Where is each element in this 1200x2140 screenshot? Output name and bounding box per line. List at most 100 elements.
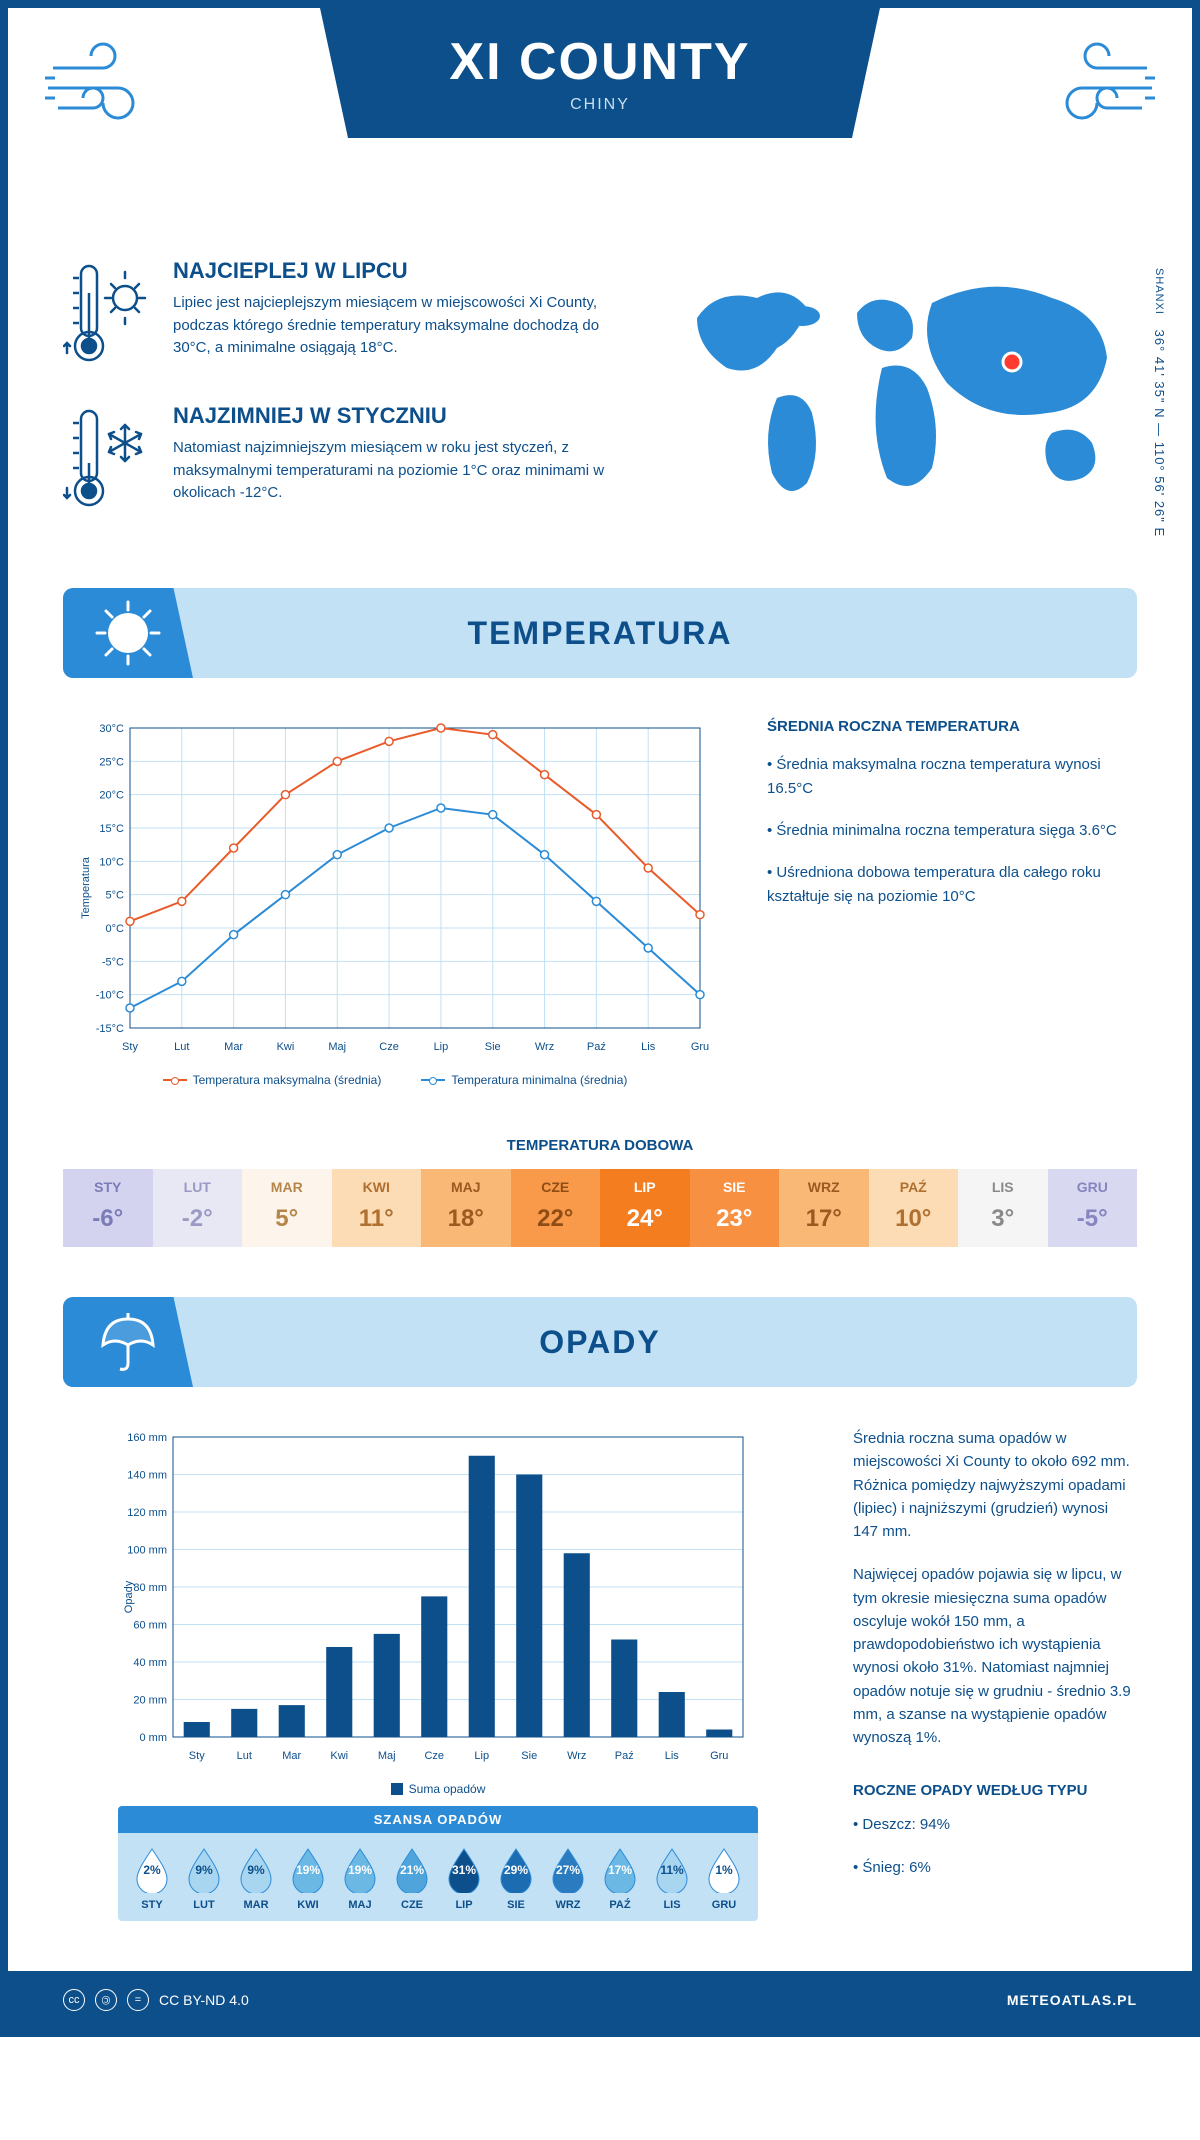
- daily-cell: CZE22°: [511, 1169, 601, 1247]
- daily-cell: PAŹ10°: [869, 1169, 959, 1247]
- daily-cell: MAJ18°: [421, 1169, 511, 1247]
- temperature-body: -15°C -10°C -5°C 0°C 5°C 10°C 15°C 20°C 25°C 30°C…: [8, 678, 1192, 1127]
- svg-text:Wrz: Wrz: [535, 1041, 554, 1053]
- chance-cell: 19%KWI: [282, 1847, 334, 1911]
- svg-text:25°C: 25°C: [99, 756, 124, 768]
- daily-cell: KWI11°: [332, 1169, 422, 1247]
- daily-cell: SIE23°: [690, 1169, 780, 1247]
- svg-text:Paź: Paź: [587, 1041, 606, 1053]
- svg-text:-5°C: -5°C: [102, 956, 124, 968]
- temperature-line-chart: -15°C -10°C -5°C 0°C 5°C 10°C 15°C 20°C 25°C 30°C…: [63, 718, 727, 1058]
- chance-cell: 29%SIE: [490, 1847, 542, 1911]
- daily-cell: GRU-5°: [1048, 1169, 1138, 1247]
- thermometer-cold-icon: [63, 403, 153, 518]
- temperature-stats: ŚREDNIA ROCZNA TEMPERATURA • Średnia mak…: [767, 718, 1137, 1087]
- daily-cell: LUT-2°: [153, 1169, 243, 1247]
- svg-text:Sty: Sty: [189, 1750, 205, 1762]
- precipitation-body: 0 mm20 mm40 mm60 mm80 mm100 mm120 mm140 …: [8, 1387, 1192, 1971]
- section-title: TEMPERATURA: [193, 615, 1137, 652]
- world-map: SHANXI 36° 41' 35" N — 110° 56' 26" E: [657, 258, 1137, 548]
- chance-cell: 11%LIS: [646, 1847, 698, 1911]
- chance-cell: 31%LIP: [438, 1847, 490, 1911]
- umbrella-icon: [63, 1297, 193, 1387]
- svg-text:40 mm: 40 mm: [133, 1657, 167, 1669]
- chance-cell: 9%MAR: [230, 1847, 282, 1911]
- cold-block: NAJZIMNIEJ W STYCZNIU Natomiast najzimni…: [63, 403, 627, 518]
- svg-text:Maj: Maj: [328, 1041, 346, 1053]
- svg-text:0 mm: 0 mm: [140, 1732, 168, 1744]
- precipitation-bar-chart: 0 mm20 mm40 mm60 mm80 mm100 mm120 mm140 …: [63, 1427, 813, 1767]
- svg-text:Lis: Lis: [641, 1041, 656, 1053]
- hot-block: NAJCIEPLEJ W LIPCU Lipiec jest najcieple…: [63, 258, 627, 373]
- nd-icon: =: [127, 1989, 149, 2011]
- svg-text:Gru: Gru: [710, 1750, 728, 1762]
- svg-text:Lip: Lip: [434, 1041, 449, 1053]
- svg-text:60 mm: 60 mm: [133, 1620, 167, 1632]
- svg-text:100 mm: 100 mm: [127, 1545, 167, 1557]
- by-icon: 🄯: [95, 1989, 117, 2011]
- svg-text:Sie: Sie: [521, 1750, 537, 1762]
- intro-section: NAJCIEPLEJ W LIPCU Lipiec jest najcieple…: [8, 238, 1192, 588]
- chance-cell: 19%MAJ: [334, 1847, 386, 1911]
- daily-cell: MAR5°: [242, 1169, 332, 1247]
- chance-cell: 17%PAŹ: [594, 1847, 646, 1911]
- chance-cell: 1%GRU: [698, 1847, 750, 1911]
- page: XI COUNTY CHINY NAJCIEPLEJ W LIPCU Lipie…: [0, 0, 1200, 2037]
- cc-icon: cc: [63, 1989, 85, 2011]
- footer: cc 🄯 = CC BY-ND 4.0 METEOATLAS.PL: [8, 1971, 1192, 2029]
- daily-cell: WRZ17°: [779, 1169, 869, 1247]
- thermometer-hot-icon: [63, 258, 153, 373]
- chance-cell: 9%LUT: [178, 1847, 230, 1911]
- chance-cell: 27%WRZ: [542, 1847, 594, 1911]
- page-title: XI COUNTY: [449, 32, 750, 92]
- svg-text:160 mm: 160 mm: [127, 1432, 167, 1444]
- chart-legend: Temperatura maksymalna (średnia) Tempera…: [63, 1073, 727, 1087]
- precipitation-header: OPADY: [63, 1297, 1137, 1387]
- svg-text:Lis: Lis: [665, 1750, 680, 1762]
- svg-text:140 mm: 140 mm: [127, 1470, 167, 1482]
- chance-cell: 21%CZE: [386, 1847, 438, 1911]
- header: XI COUNTY CHINY: [8, 8, 1192, 238]
- svg-text:Gru: Gru: [691, 1041, 709, 1053]
- svg-text:120 mm: 120 mm: [127, 1507, 167, 1519]
- title-banner: XI COUNTY CHINY: [320, 8, 880, 138]
- svg-text:Lut: Lut: [237, 1750, 252, 1762]
- precipitation-chance-box: SZANSA OPADÓW 2%STY9%LUT9%MAR19%KWI19%MA…: [118, 1806, 758, 1921]
- hot-title: NAJCIEPLEJ W LIPCU: [173, 258, 627, 284]
- daily-cell: LIP24°: [600, 1169, 690, 1247]
- svg-text:Sie: Sie: [485, 1041, 501, 1053]
- svg-text:Lut: Lut: [174, 1041, 189, 1053]
- svg-text:5°C: 5°C: [106, 890, 125, 902]
- wind-icon: [43, 38, 163, 147]
- svg-text:Opady: Opady: [123, 1580, 135, 1613]
- chart-legend: Suma opadów: [63, 1782, 813, 1796]
- svg-text:Kwi: Kwi: [277, 1041, 295, 1053]
- svg-text:Temperatura: Temperatura: [80, 856, 92, 919]
- cold-title: NAJZIMNIEJ W STYCZNIU: [173, 403, 627, 429]
- brand-text: METEOATLAS.PL: [1007, 1992, 1137, 2008]
- svg-text:80 mm: 80 mm: [133, 1582, 167, 1594]
- svg-text:10°C: 10°C: [99, 856, 124, 868]
- section-title: OPADY: [193, 1324, 1137, 1361]
- chance-title: SZANSA OPADÓW: [118, 1806, 758, 1833]
- daily-temp-title: TEMPERATURA DOBOWA: [8, 1137, 1192, 1154]
- daily-cell: STY-6°: [63, 1169, 153, 1247]
- daily-cell: LIS3°: [958, 1169, 1048, 1247]
- svg-text:Maj: Maj: [378, 1750, 396, 1762]
- svg-text:0°C: 0°C: [106, 923, 125, 935]
- temperature-header: TEMPERATURA: [63, 588, 1137, 678]
- wind-icon: [1037, 38, 1157, 147]
- svg-text:Cze: Cze: [379, 1041, 399, 1053]
- svg-text:-10°C: -10°C: [96, 990, 124, 1002]
- svg-text:Wrz: Wrz: [567, 1750, 586, 1762]
- svg-text:Paź: Paź: [615, 1750, 634, 1762]
- svg-text:-15°C: -15°C: [96, 1023, 124, 1035]
- svg-text:Kwi: Kwi: [330, 1750, 348, 1762]
- sun-icon: [63, 588, 193, 678]
- daily-temp-grid: STY-6°LUT-2°MAR5°KWI11°MAJ18°CZE22°LIP24…: [63, 1169, 1137, 1247]
- license-text: CC BY-ND 4.0: [159, 1992, 249, 2008]
- svg-text:Lip: Lip: [474, 1750, 489, 1762]
- svg-text:30°C: 30°C: [99, 723, 124, 735]
- svg-text:20°C: 20°C: [99, 790, 124, 802]
- svg-text:15°C: 15°C: [99, 823, 124, 835]
